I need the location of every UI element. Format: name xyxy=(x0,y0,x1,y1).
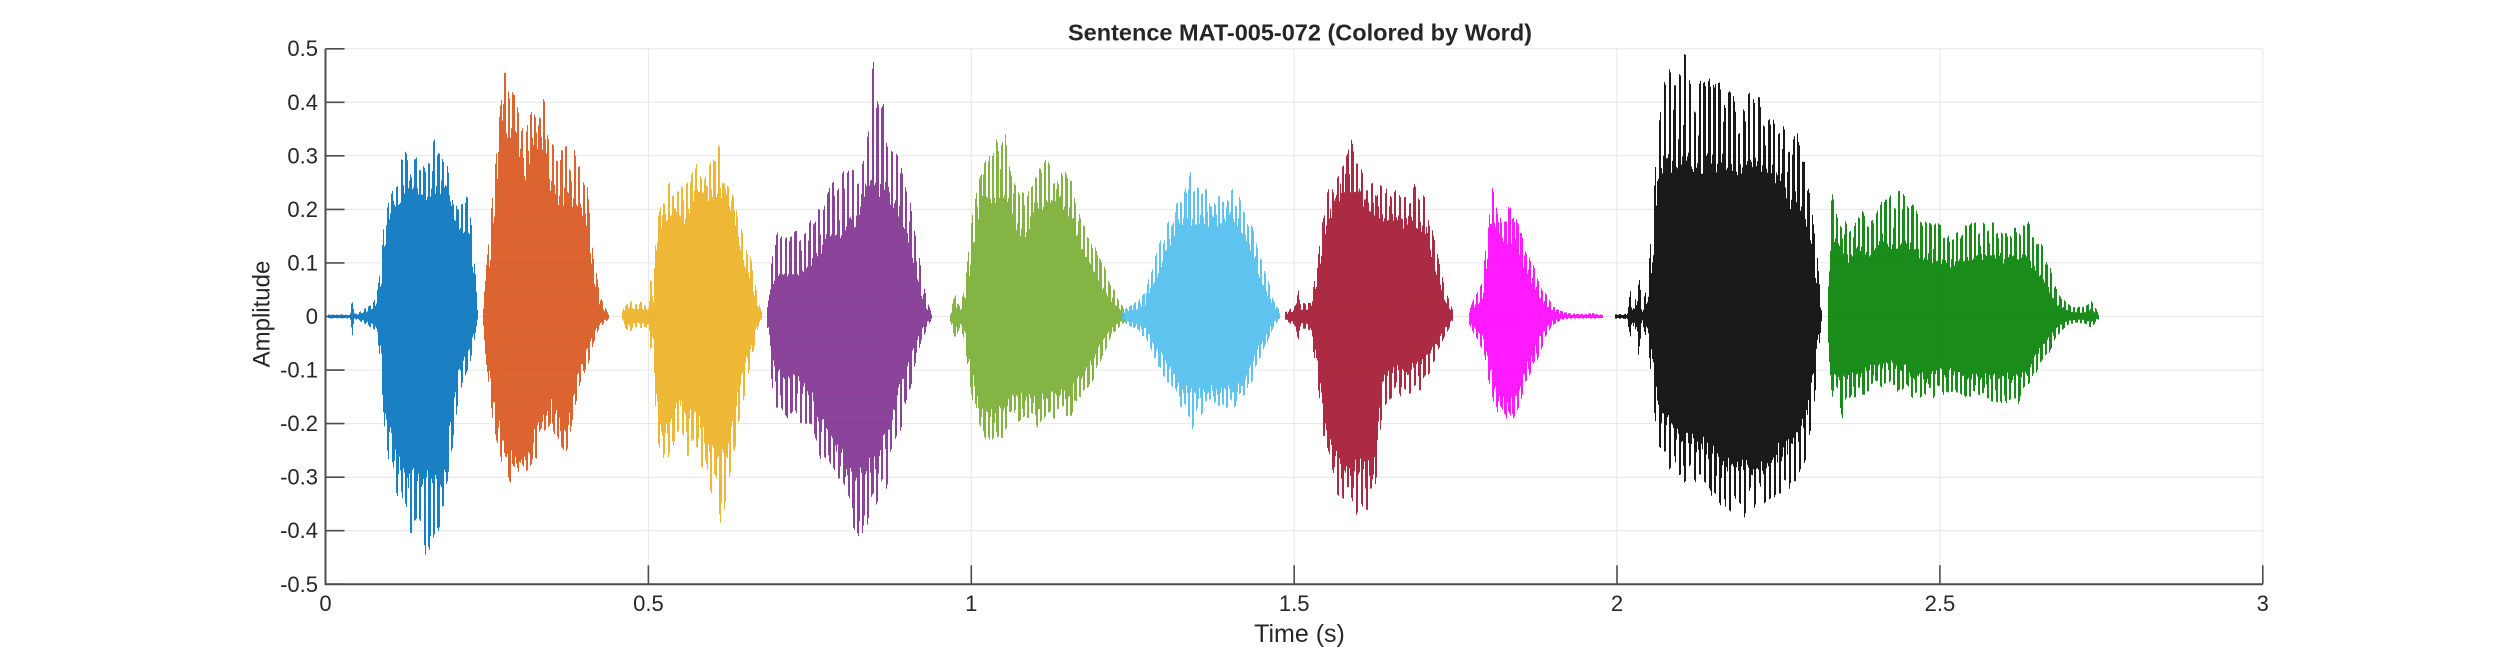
svg-text:0.4: 0.4 xyxy=(287,90,318,115)
svg-text:1: 1 xyxy=(965,591,977,616)
svg-text:0.1: 0.1 xyxy=(287,250,318,275)
svg-text:2.5: 2.5 xyxy=(1925,591,1956,616)
svg-text:0.5: 0.5 xyxy=(287,36,318,61)
svg-text:0.2: 0.2 xyxy=(287,197,318,222)
svg-text:-0.3: -0.3 xyxy=(280,465,318,490)
svg-text:Time (s): Time (s) xyxy=(1254,620,1345,648)
svg-text:Amplitude: Amplitude xyxy=(249,261,276,368)
svg-text:-0.2: -0.2 xyxy=(280,411,318,436)
svg-text:-0.1: -0.1 xyxy=(280,358,318,383)
svg-text:-0.5: -0.5 xyxy=(280,572,318,597)
svg-text:Sentence MAT-005-072 (Colored: Sentence MAT-005-072 (Colored by Word) xyxy=(1068,20,1532,46)
svg-text:0: 0 xyxy=(319,591,331,616)
svg-text:-0.4: -0.4 xyxy=(280,518,318,543)
svg-text:0.3: 0.3 xyxy=(287,143,318,168)
svg-text:0.5: 0.5 xyxy=(633,591,664,616)
svg-text:0: 0 xyxy=(306,304,318,329)
svg-text:1.5: 1.5 xyxy=(1279,591,1310,616)
svg-text:3: 3 xyxy=(2257,591,2269,616)
svg-text:2: 2 xyxy=(1611,591,1623,616)
